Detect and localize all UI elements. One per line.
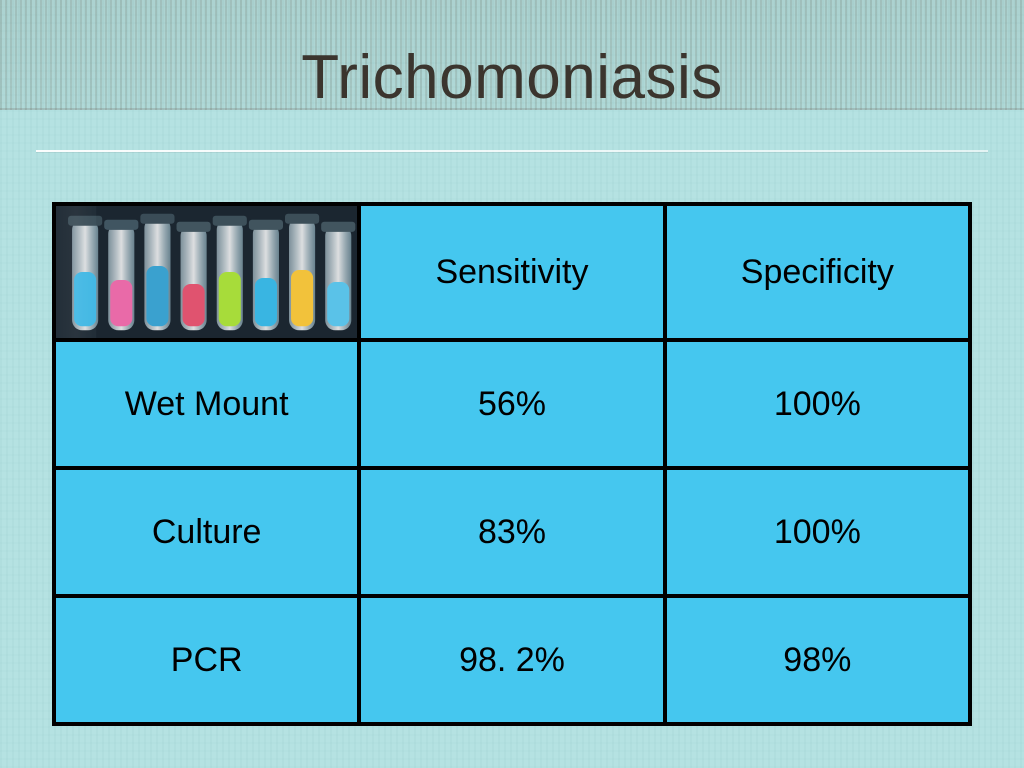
table-row: PCR 98. 2% 98% [54,596,970,724]
cell-value: 83% [359,468,664,596]
table-row: Wet Mount 56% 100% [54,340,970,468]
row-label: PCR [54,596,359,724]
column-header-specificity: Specificity [665,204,970,340]
cell-value: 100% [665,468,970,596]
row-label: Culture [54,468,359,596]
page-title: Trichomoniasis [0,42,1024,113]
title-divider [36,150,988,152]
test-tubes-image [54,204,359,340]
row-label: Wet Mount [54,340,359,468]
cell-value: 56% [359,340,664,468]
table-header-row: Sensitivity Specificity [54,204,970,340]
cell-value: 100% [665,340,970,468]
cell-value: 98. 2% [359,596,664,724]
table-row: Culture 83% 100% [54,468,970,596]
column-header-sensitivity: Sensitivity [359,204,664,340]
cell-value: 98% [665,596,970,724]
diagnostic-table: Sensitivity Specificity Wet Mount 56% 10… [52,202,972,726]
